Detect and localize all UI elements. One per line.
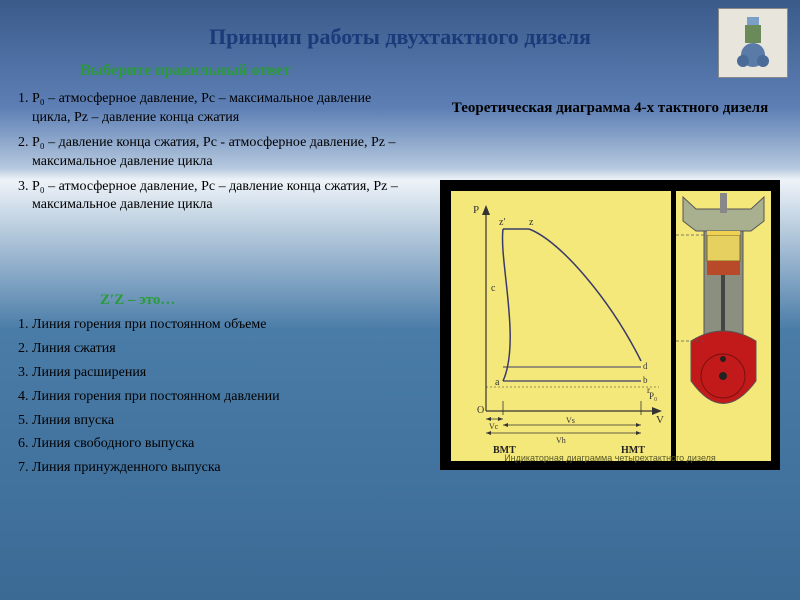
svg-text:a: a [495, 377, 500, 388]
text: P₀ – давление конца сжатия, [32, 135, 203, 150]
svg-text:d: d [643, 361, 648, 371]
svg-text:Vc: Vc [489, 422, 499, 431]
svg-text:z: z [529, 217, 534, 228]
question-2-block: Линия горения при постоянном объеме Лини… [10, 316, 410, 483]
q2-option-6[interactable]: Линия свободного выпуска [32, 435, 410, 454]
instruction-label: Выберите правильный ответ [80, 62, 291, 80]
slide-title: Принцип работы двухтактного дизеля [0, 24, 800, 50]
q1-option-2[interactable]: P₀ – давление конца сжатия, Pс - атмосфе… [32, 134, 410, 172]
engine-schematic [676, 191, 771, 461]
question-1-block: P₀ – атмосферное давление, Pс – максимал… [10, 90, 410, 221]
figure-title: Теоретическая диаграмма 4-х тактного диз… [450, 100, 770, 117]
text: Pс – давление конца сжатия, [201, 179, 373, 194]
pv-diagram-svg: P V z′ z c a d b r P₀ O [451, 191, 671, 461]
text: Pz – давление конца сжатия [74, 110, 239, 125]
engine-svg [676, 191, 771, 461]
svg-text:Vh: Vh [556, 436, 566, 445]
svg-text:b: b [643, 375, 648, 385]
q2-option-7[interactable]: Линия принужденного выпуска [32, 459, 410, 478]
svg-text:Vs: Vs [566, 416, 575, 425]
q1-option-3[interactable]: P₀ – атмосферное давление, Pс – давление… [32, 178, 410, 216]
svg-text:z′: z′ [499, 217, 506, 228]
q1-option-1[interactable]: P₀ – атмосферное давление, Pс – максимал… [32, 90, 410, 128]
svg-text:P: P [473, 204, 479, 216]
svg-text:P₀: P₀ [649, 391, 657, 401]
q2-option-5[interactable]: Линия впуска [32, 412, 410, 431]
svg-text:O: O [477, 405, 484, 416]
q2-option-4[interactable]: Линия горения при постоянном давлении [32, 388, 410, 407]
q2-option-3[interactable]: Линия расширения [32, 364, 410, 383]
text: Pс - атмосферное давление, [203, 135, 371, 150]
svg-text:V: V [656, 414, 664, 426]
question-2-label: Z′Z – это… [100, 292, 175, 309]
figure-caption: Индикаторная диаграмма четырехтактного д… [441, 453, 779, 463]
text: P₀ – атмосферное давление, [32, 91, 201, 106]
pv-diagram: P V z′ z c a d b r P₀ O [451, 191, 671, 461]
text: P₀ – атмосферное давление, [32, 179, 201, 194]
svg-text:c: c [491, 283, 496, 294]
q2-option-1[interactable]: Линия горения при постоянном объеме [32, 316, 410, 335]
q2-option-2[interactable]: Линия сжатия [32, 340, 410, 359]
figure-frame: ab - впуск. P V z′ z c a d b r [440, 180, 780, 470]
